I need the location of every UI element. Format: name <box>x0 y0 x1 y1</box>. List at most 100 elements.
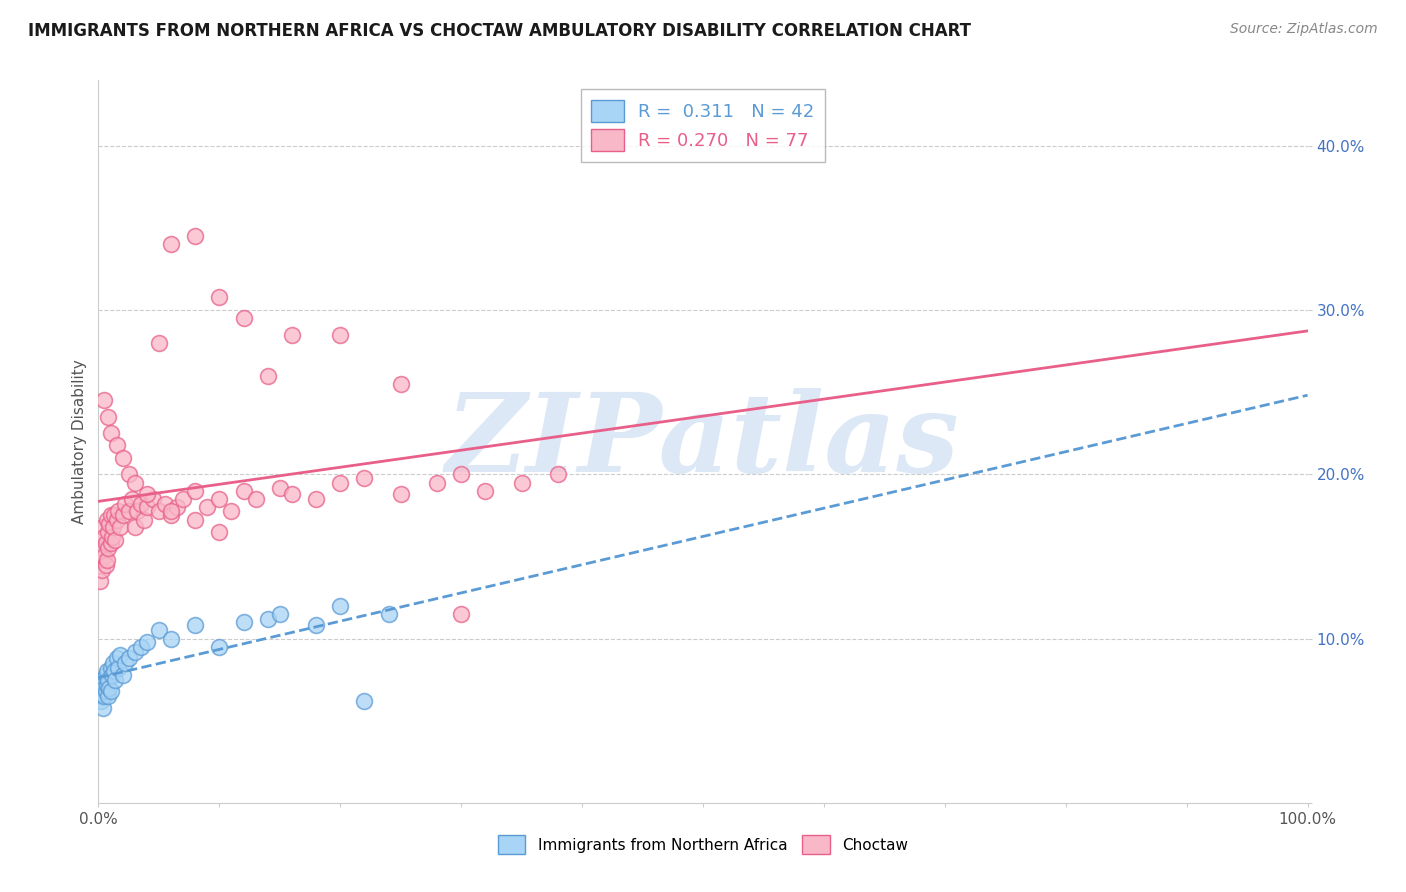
Point <box>90 533 112 547</box>
Point <box>232 483 254 498</box>
Point <box>135 635 157 649</box>
Point <box>91 689 114 703</box>
Point <box>450 607 472 621</box>
Point <box>101 657 124 671</box>
Point <box>100 684 122 698</box>
Point <box>353 694 375 708</box>
Point <box>305 618 328 632</box>
Point <box>124 645 146 659</box>
Point <box>96 513 118 527</box>
Text: IMMIGRANTS FROM NORTHERN AFRICA VS CHOCTAW AMBULATORY DISABILITY CORRELATION CHA: IMMIGRANTS FROM NORTHERN AFRICA VS CHOCT… <box>28 22 972 40</box>
Point <box>93 530 115 544</box>
Point <box>108 648 131 662</box>
Point <box>208 491 231 506</box>
Point <box>104 673 127 687</box>
Point <box>329 327 352 342</box>
Point <box>93 689 115 703</box>
Point <box>245 491 267 506</box>
Point <box>127 503 149 517</box>
Point <box>107 503 129 517</box>
Point <box>160 503 183 517</box>
Point <box>108 520 131 534</box>
Point <box>232 311 254 326</box>
Point <box>129 640 152 654</box>
Point <box>111 450 134 465</box>
Point <box>97 541 120 556</box>
Point <box>94 536 117 550</box>
Point <box>377 607 399 621</box>
Point <box>153 497 176 511</box>
Point <box>96 665 118 679</box>
Point <box>89 574 111 588</box>
Point <box>208 640 231 654</box>
Point <box>208 524 231 539</box>
Point <box>103 508 125 523</box>
Point <box>100 667 122 681</box>
Point <box>160 237 183 252</box>
Point <box>547 467 569 482</box>
Point <box>148 336 170 351</box>
Point <box>184 513 207 527</box>
Point <box>118 651 141 665</box>
Point <box>184 618 207 632</box>
Point <box>281 327 304 342</box>
Point <box>256 612 278 626</box>
Point <box>114 497 136 511</box>
Point <box>232 615 254 630</box>
Point <box>474 483 496 498</box>
Point <box>101 520 124 534</box>
Point <box>426 475 449 490</box>
Point <box>124 475 146 490</box>
Point <box>135 487 157 501</box>
Point <box>134 513 156 527</box>
Point <box>97 409 120 424</box>
Point <box>100 508 122 523</box>
Point <box>107 661 129 675</box>
Point <box>100 530 122 544</box>
Point <box>104 533 127 547</box>
Point <box>135 500 157 515</box>
Point <box>389 377 412 392</box>
Point <box>148 503 170 517</box>
Point <box>121 491 143 506</box>
Point <box>105 438 128 452</box>
Point <box>93 549 115 564</box>
Point <box>281 487 304 501</box>
Legend: Immigrants from Northern Africa, Choctaw: Immigrants from Northern Africa, Choctaw <box>492 830 914 860</box>
Text: ZIPatlas: ZIPatlas <box>446 388 960 495</box>
Point <box>111 667 134 681</box>
Point <box>389 487 412 501</box>
Point <box>96 553 118 567</box>
Point <box>105 513 128 527</box>
Point <box>450 467 472 482</box>
Point <box>90 676 112 690</box>
Point <box>353 470 375 484</box>
Point <box>93 393 115 408</box>
Point <box>91 520 114 534</box>
Point <box>93 681 115 695</box>
Point <box>105 651 128 665</box>
Point <box>118 503 141 517</box>
Point <box>94 558 117 572</box>
Point <box>195 500 218 515</box>
Point <box>329 599 352 613</box>
Point <box>94 684 117 698</box>
Point <box>160 632 183 646</box>
Point <box>97 524 120 539</box>
Point <box>221 503 243 517</box>
Point <box>97 673 120 687</box>
Point <box>114 657 136 671</box>
Point <box>269 607 291 621</box>
Point <box>91 673 114 687</box>
Point <box>91 541 114 556</box>
Point <box>184 229 207 244</box>
Point <box>90 553 112 567</box>
Point <box>256 368 278 383</box>
Point <box>91 563 114 577</box>
Point <box>100 426 122 441</box>
Point <box>329 475 352 490</box>
Point <box>94 667 117 681</box>
Point <box>96 677 118 691</box>
Point <box>142 491 165 506</box>
Point <box>208 290 231 304</box>
